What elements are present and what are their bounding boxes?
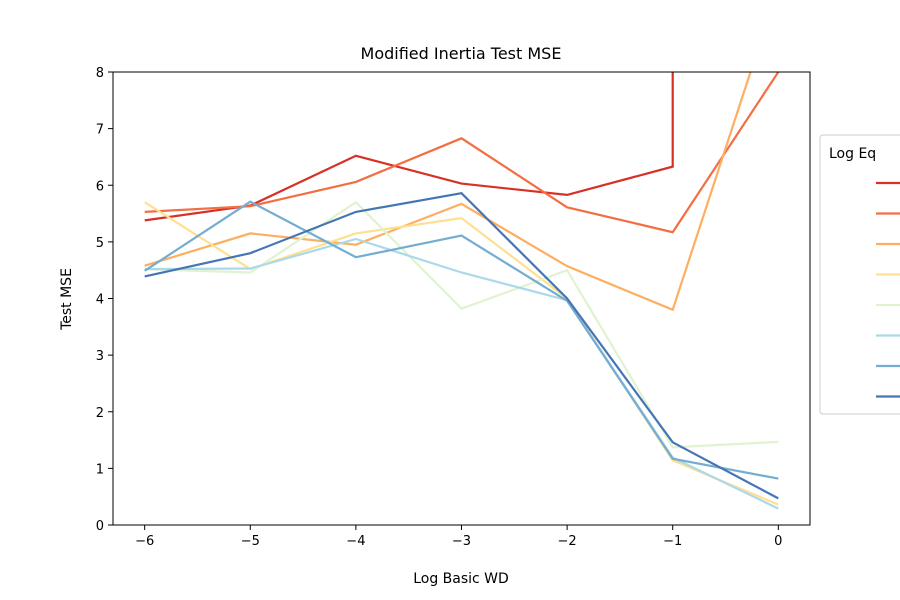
y-axis-label: Test MSE — [59, 268, 75, 331]
series-line-7 — [144, 200, 779, 480]
series-layer — [144, 72, 780, 510]
y-tick-label: 1 — [96, 462, 104, 477]
x-axis-label: Log Basic WD — [413, 571, 509, 587]
x-tick-label: −3 — [452, 534, 471, 549]
x-tick-label: −1 — [663, 534, 682, 549]
legend: Log Eq — [819, 134, 900, 415]
chart-title: Modified Inertia Test MSE — [361, 44, 562, 63]
series-line-4 — [144, 201, 779, 506]
y-tick-label: 8 — [96, 66, 104, 81]
legend-entries — [876, 181, 900, 398]
legend-title: Log Eq — [829, 146, 876, 162]
legend-box — [819, 134, 900, 415]
y-axis: 0 1 2 3 4 5 6 7 8 — [96, 66, 113, 534]
y-tick-label: 6 — [96, 179, 104, 194]
series-line-1 — [144, 72, 674, 222]
x-tick-label: 0 — [774, 534, 782, 549]
x-tick-label: −6 — [135, 534, 154, 549]
series-line-2 — [144, 72, 780, 234]
y-tick-label: 2 — [96, 406, 104, 421]
plot-frame — [112, 71, 811, 526]
y-tick-label: 5 — [96, 236, 104, 251]
y-tick-label: 0 — [96, 519, 104, 534]
x-axis: −6 −5 −4 −3 −2 −1 0 — [135, 525, 782, 549]
series-line-3 — [144, 72, 752, 312]
series-line-8 — [144, 192, 779, 500]
y-tick-label: 7 — [96, 123, 104, 138]
x-tick-label: −2 — [558, 534, 577, 549]
series-line-5 — [144, 200, 779, 449]
x-tick-label: −4 — [346, 534, 365, 549]
x-tick-label: −5 — [241, 534, 260, 549]
y-tick-label: 3 — [96, 349, 104, 364]
y-tick-label: 4 — [96, 293, 104, 308]
